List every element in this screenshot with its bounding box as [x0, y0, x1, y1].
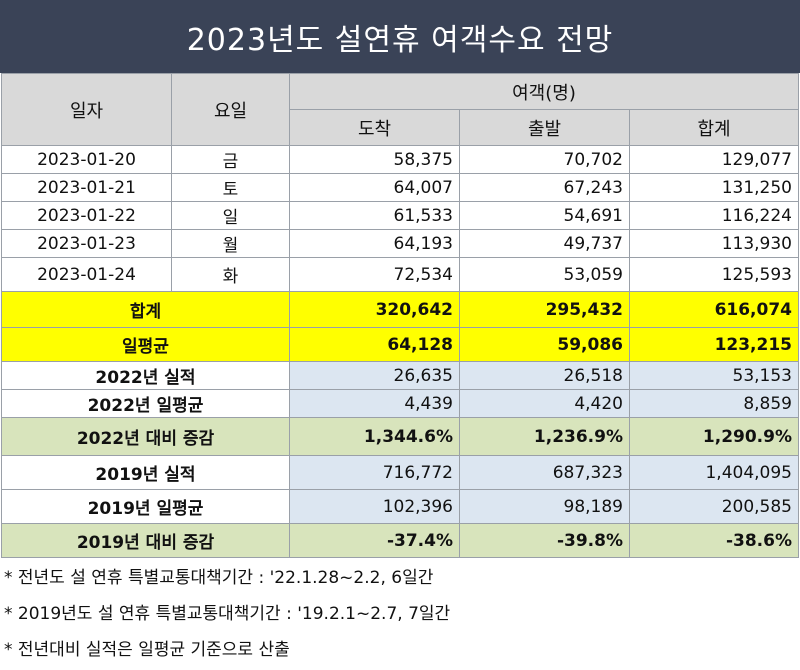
arrival-cell: 102,396	[290, 490, 460, 524]
footnote: * 2019년도 설 연휴 특별교통대책기간 : '19.2.1~2.7, 7일…	[4, 596, 796, 632]
departure-cell: 687,323	[460, 456, 630, 490]
departure-cell: 1,236.9%	[460, 418, 630, 456]
departure-cell: 59,086	[460, 328, 630, 362]
total-cell: 200,585	[630, 490, 799, 524]
table-row: 2023-01-20 금 58,375 70,702 129,077	[2, 146, 799, 174]
departure-cell: 67,243	[460, 174, 630, 202]
summary-row-2022-change: 2022년 대비 증감 1,344.6% 1,236.9% 1,290.9%	[2, 418, 799, 456]
header-weekday: 요일	[172, 74, 290, 146]
departure-cell: 53,059	[460, 258, 630, 292]
weekday-cell: 토	[172, 174, 290, 202]
departure-cell: 54,691	[460, 202, 630, 230]
header-total: 합계	[630, 110, 799, 146]
total-cell: 1,404,095	[630, 456, 799, 490]
arrival-cell: 72,534	[290, 258, 460, 292]
summary-label: 2022년 실적	[2, 362, 290, 390]
total-cell: 116,224	[630, 202, 799, 230]
total-cell: 125,593	[630, 258, 799, 292]
total-cell: 129,077	[630, 146, 799, 174]
summary-row-2022-actual: 2022년 실적 26,635 26,518 53,153	[2, 362, 799, 390]
date-cell: 2023-01-21	[2, 174, 172, 202]
arrival-cell: 61,533	[290, 202, 460, 230]
table-row: 2023-01-22 일 61,533 54,691 116,224	[2, 202, 799, 230]
summary-row-2019-average: 2019년 일평균 102,396 98,189 200,585	[2, 490, 799, 524]
weekday-cell: 일	[172, 202, 290, 230]
summary-row-2019-actual: 2019년 실적 716,772 687,323 1,404,095	[2, 456, 799, 490]
date-cell: 2023-01-24	[2, 258, 172, 292]
arrival-cell: -37.4%	[290, 524, 460, 558]
summary-label: 2019년 대비 증감	[2, 524, 290, 558]
date-cell: 2023-01-22	[2, 202, 172, 230]
arrival-cell: 58,375	[290, 146, 460, 174]
summary-label: 2022년 대비 증감	[2, 418, 290, 456]
departure-cell: 26,518	[460, 362, 630, 390]
arrival-cell: 64,128	[290, 328, 460, 362]
passenger-table: 일자 요일 여객(명) 도착 출발 합계 2023-01-20 금 58,375…	[1, 73, 799, 558]
arrival-cell: 716,772	[290, 456, 460, 490]
summary-label: 2022년 일평균	[2, 390, 290, 418]
weekday-cell: 화	[172, 258, 290, 292]
summary-label: 합계	[2, 292, 290, 328]
arrival-cell: 26,635	[290, 362, 460, 390]
arrival-cell: 64,007	[290, 174, 460, 202]
total-cell: 8,859	[630, 390, 799, 418]
total-cell: 616,074	[630, 292, 799, 328]
departure-cell: 4,420	[460, 390, 630, 418]
departure-cell: 49,737	[460, 230, 630, 258]
page-title: 2023년도 설연휴 여객수요 전망	[0, 0, 800, 73]
departure-cell: 70,702	[460, 146, 630, 174]
arrival-cell: 320,642	[290, 292, 460, 328]
date-cell: 2023-01-20	[2, 146, 172, 174]
arrival-cell: 1,344.6%	[290, 418, 460, 456]
total-cell: -38.6%	[630, 524, 799, 558]
table-row: 2023-01-23 월 64,193 49,737 113,930	[2, 230, 799, 258]
departure-cell: 295,432	[460, 292, 630, 328]
arrival-cell: 4,439	[290, 390, 460, 418]
summary-row-total: 합계 320,642 295,432 616,074	[2, 292, 799, 328]
weekday-cell: 월	[172, 230, 290, 258]
header-arrival: 도착	[290, 110, 460, 146]
total-cell: 113,930	[630, 230, 799, 258]
header-departure: 출발	[460, 110, 630, 146]
header-date: 일자	[2, 74, 172, 146]
total-cell: 123,215	[630, 328, 799, 362]
total-cell: 53,153	[630, 362, 799, 390]
summary-row-daily-average: 일평균 64,128 59,086 123,215	[2, 328, 799, 362]
footnote: * 전년대비 실적은 일평균 기준으로 산출	[4, 632, 796, 668]
table-row: 2023-01-24 화 72,534 53,059 125,593	[2, 258, 799, 292]
weekday-cell: 금	[172, 146, 290, 174]
summary-label: 2019년 일평균	[2, 490, 290, 524]
footnotes: * 전년도 설 연휴 특별교통대책기간 : '22.1.28~2.2, 6일간 …	[0, 558, 800, 670]
summary-label: 일평균	[2, 328, 290, 362]
departure-cell: 98,189	[460, 490, 630, 524]
summary-row-2022-average: 2022년 일평균 4,439 4,420 8,859	[2, 390, 799, 418]
arrival-cell: 64,193	[290, 230, 460, 258]
total-cell: 1,290.9%	[630, 418, 799, 456]
table-row: 2023-01-21 토 64,007 67,243 131,250	[2, 174, 799, 202]
departure-cell: -39.8%	[460, 524, 630, 558]
summary-label: 2019년 실적	[2, 456, 290, 490]
date-cell: 2023-01-23	[2, 230, 172, 258]
summary-row-2019-change: 2019년 대비 증감 -37.4% -39.8% -38.6%	[2, 524, 799, 558]
footnote: * 전년도 설 연휴 특별교통대책기간 : '22.1.28~2.2, 6일간	[4, 560, 796, 596]
total-cell: 131,250	[630, 174, 799, 202]
header-passengers: 여객(명)	[290, 74, 799, 110]
